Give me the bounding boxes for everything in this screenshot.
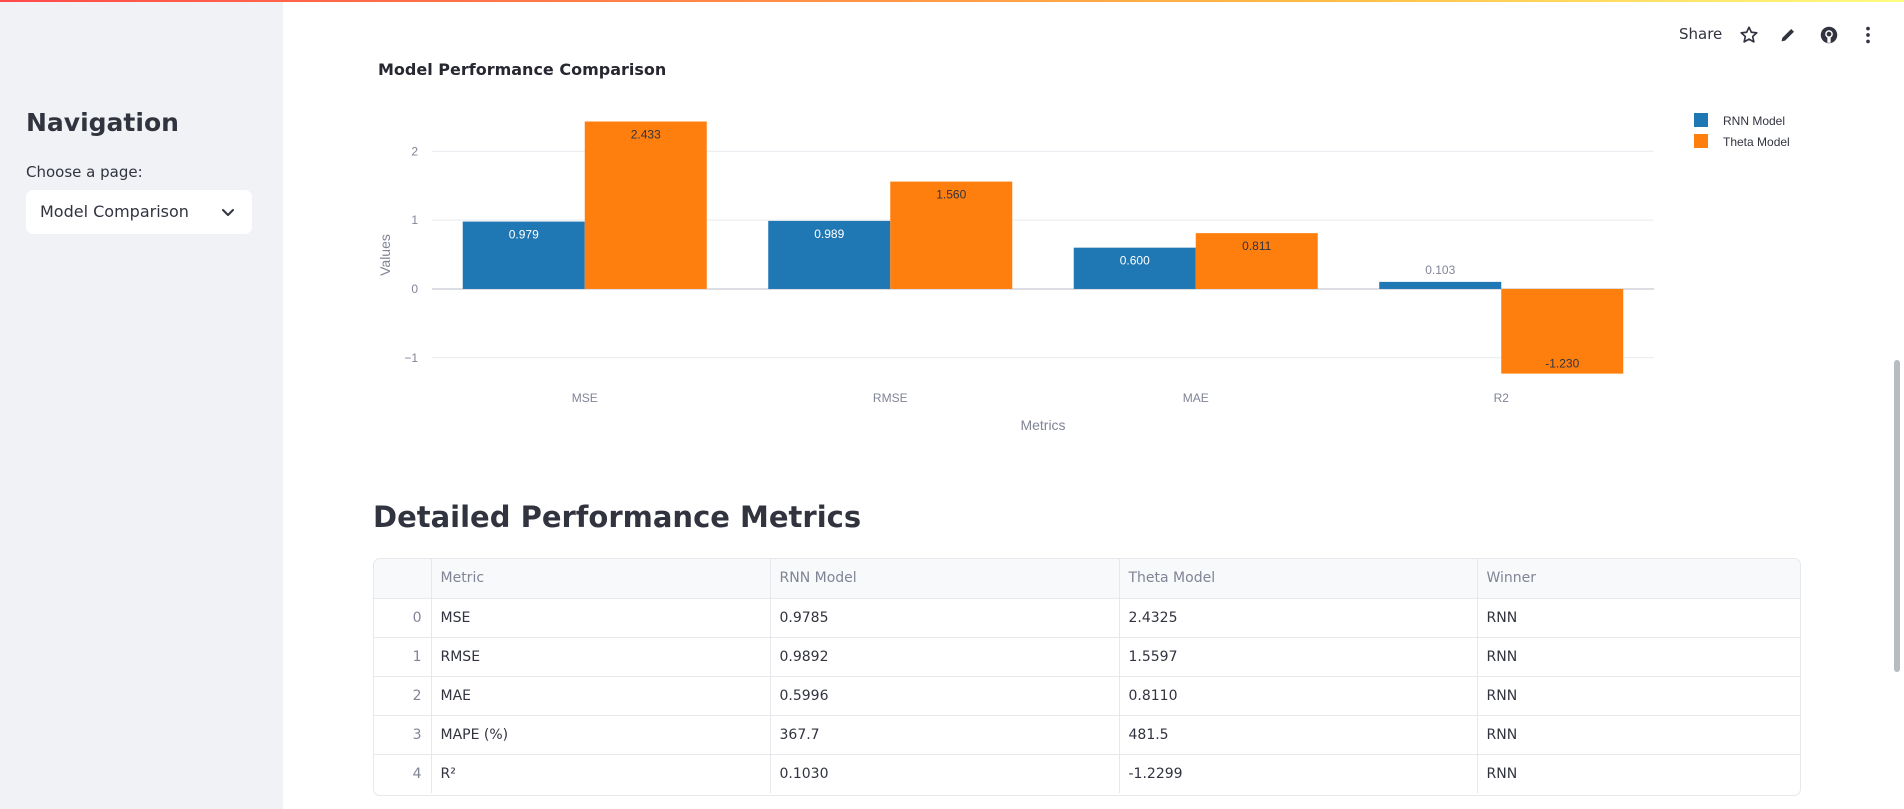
table-cell[interactable]: RNN: [1477, 598, 1800, 638]
legend-swatch: [1694, 113, 1708, 127]
table-header-row: Metric RNN Model Theta Model Winner: [374, 559, 1800, 599]
x-tick-label: R2: [1494, 391, 1510, 405]
x-tick-label: MAE: [1183, 391, 1209, 405]
data-label: 1.560: [936, 188, 966, 202]
bar-theta-model: [890, 181, 1013, 289]
table-cell[interactable]: MAE: [431, 676, 771, 716]
table-cell[interactable]: MSE: [431, 598, 771, 638]
github-icon[interactable]: [1818, 24, 1840, 46]
top-decoration-bar: [0, 0, 1904, 2]
y-tick-label: −1: [404, 351, 418, 365]
column-header[interactable]: RNN Model: [770, 559, 1120, 599]
sidebar-title: Navigation: [26, 108, 179, 137]
page-select[interactable]: Model Comparison: [26, 190, 252, 234]
share-button[interactable]: Share: [1679, 25, 1723, 43]
row-index: 3: [374, 715, 432, 755]
y-tick-label: 0: [411, 282, 418, 296]
table-cell[interactable]: RNN: [1477, 637, 1800, 677]
column-header[interactable]: Theta Model: [1119, 559, 1478, 599]
y-axis-title: Values: [377, 234, 393, 276]
table-cell[interactable]: 2.4325: [1119, 598, 1478, 638]
data-label: 0.103: [1425, 263, 1455, 277]
table-cell[interactable]: MAPE (%): [431, 715, 771, 755]
row-index: 4: [374, 754, 432, 793]
x-axis-title: Metrics: [1020, 417, 1065, 433]
row-index: 0: [374, 598, 432, 638]
scrollbar[interactable]: [1894, 360, 1900, 672]
table-cell[interactable]: RNN: [1486, 765, 1518, 782]
table-cell[interactable]: 1.5597: [1119, 637, 1478, 677]
legend-label: Theta Model: [1723, 135, 1790, 149]
data-label: 0.600: [1120, 254, 1150, 268]
data-label: 0.989: [814, 227, 844, 241]
data-label: 2.433: [631, 127, 661, 141]
table-row: 1 RMSE 0.9892 1.5597 RNN: [374, 637, 1800, 677]
table-cell[interactable]: 367.7: [770, 715, 1120, 755]
pencil-icon[interactable]: [1777, 24, 1799, 46]
table-cell[interactable]: 481.5: [1119, 715, 1478, 755]
bar-rnn-model: [1073, 247, 1196, 289]
column-header[interactable]: [374, 559, 432, 599]
metrics-table[interactable]: Metric RNN Model Theta Model Winner 0 MS…: [373, 558, 1801, 796]
table-cell[interactable]: 0.5996: [770, 676, 1120, 716]
table-cell[interactable]: R²: [431, 754, 771, 793]
table-cell[interactable]: 0.1030: [770, 754, 1120, 793]
table-cell[interactable]: -1.2299: [1119, 754, 1478, 793]
page-select-label: Choose a page:: [26, 163, 143, 181]
row-index: 1: [374, 637, 432, 677]
table-row: 4 R² 0.1030 -1.2299 RNN: [374, 754, 1800, 793]
section-title: Detailed Performance Metrics: [373, 500, 862, 534]
bar-theta-model: [1195, 233, 1318, 289]
legend-swatch: [1694, 134, 1708, 148]
table-cell[interactable]: 0.8110: [1119, 676, 1478, 716]
chevron-down-icon: [222, 209, 234, 216]
y-tick-label: 2: [411, 144, 418, 158]
data-label: -1.230: [1545, 357, 1579, 371]
bar-rnn-model: [462, 221, 585, 289]
table-cell[interactable]: RNN: [1477, 715, 1800, 755]
y-tick-label: 1: [411, 213, 418, 227]
table-row: 2 MAE 0.5996 0.8110 RNN: [374, 676, 1800, 716]
legend-label: RNN Model: [1723, 114, 1785, 128]
more-vert-icon[interactable]: [1857, 24, 1879, 46]
x-tick-label: MSE: [572, 391, 598, 405]
table-row: 0 MSE 0.9785 2.4325 RNN: [374, 598, 1800, 638]
data-label: 0.979: [509, 228, 539, 242]
table-cell[interactable]: RNN: [1477, 676, 1800, 716]
column-header[interactable]: Metric: [431, 559, 771, 599]
bar-rnn-model: [1379, 281, 1502, 289]
star-icon[interactable]: [1738, 24, 1760, 46]
column-header[interactable]: Winner: [1477, 559, 1800, 599]
chart-title: Model Performance Comparison: [378, 60, 667, 79]
bar-theta-model: [584, 121, 707, 289]
bar-theta-model: [1501, 288, 1624, 374]
page-select-value: Model Comparison: [40, 202, 189, 221]
row-index: 2: [374, 676, 432, 716]
sidebar: Navigation Choose a page: Model Comparis…: [0, 0, 283, 809]
bar-rnn-model: [768, 220, 891, 289]
table-cell[interactable]: RMSE: [431, 637, 771, 677]
table-cell[interactable]: 0.9785: [770, 598, 1120, 638]
performance-bar-chart: −1 0 1 2 0.979 2.433 MSE 0.989 1.560 RMSE 0.600 0.8…: [377, 113, 1790, 433]
x-tick-label: RMSE: [873, 391, 908, 405]
table-row: 3 MAPE (%) 367.7 481.5 RNN: [374, 715, 1800, 755]
table-cell[interactable]: 0.9892: [770, 637, 1120, 677]
data-label: 0.811: [1242, 239, 1271, 253]
